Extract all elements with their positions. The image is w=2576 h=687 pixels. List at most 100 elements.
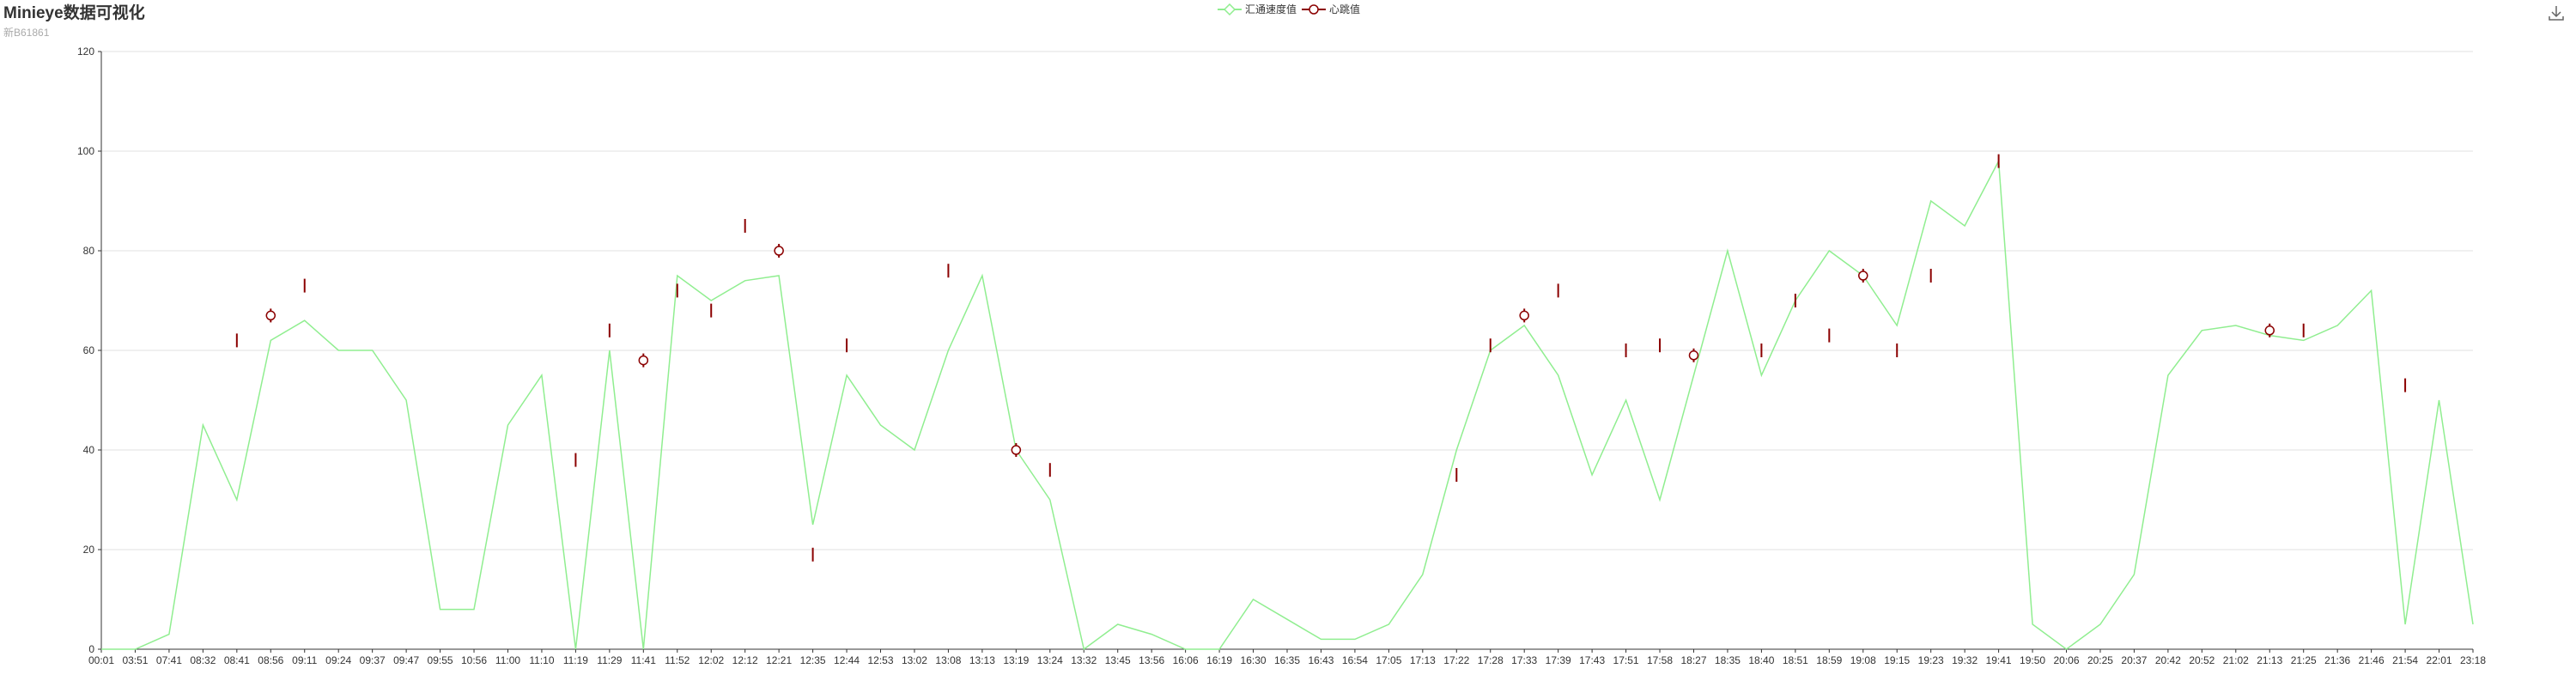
download-button[interactable] [2547, 3, 2566, 22]
x-tick-label: 21:46 [2359, 654, 2385, 666]
x-tick-label: 16:06 [1173, 654, 1199, 666]
legend-item-heartbeat[interactable]: 心跳值 [1302, 2, 1360, 16]
x-tick-label: 13:08 [935, 654, 961, 666]
heartbeat-point [2264, 325, 2275, 336]
x-tick-label: 17:43 [1579, 654, 1605, 666]
x-tick-label: 16:54 [1342, 654, 1368, 666]
x-tick-label: 13:56 [1139, 654, 1164, 666]
y-tick-label: 0 [88, 643, 94, 655]
x-tick-label: 20:52 [2189, 654, 2215, 666]
x-tick-label: 19:15 [1884, 654, 1910, 666]
series-line-speed [101, 158, 2474, 651]
x-tick-label: 17:39 [1546, 654, 1571, 666]
x-tick-label: 17:22 [1443, 654, 1469, 666]
x-tick-label: 18:59 [1816, 654, 1842, 666]
chart-title: Minieye数据可视化 [3, 4, 145, 22]
x-tick-label: 19:08 [1850, 654, 1876, 666]
heartbeat-point [1011, 445, 1022, 455]
x-tick-label: 19:41 [1986, 654, 2012, 666]
x-tick-label: 23:18 [2460, 654, 2486, 666]
x-tick-label: 20:42 [2155, 654, 2181, 666]
x-tick-label: 21:02 [2223, 654, 2249, 666]
x-tick-label: 12:44 [834, 654, 860, 666]
y-tick-label: 120 [77, 46, 94, 58]
x-tick-label: 13:19 [1003, 654, 1029, 666]
x-tick-label: 12:21 [766, 654, 792, 666]
x-tick-label: 13:13 [969, 654, 995, 666]
y-tick-label: 60 [83, 344, 95, 356]
x-tick-label: 11:29 [597, 654, 622, 666]
x-tick-label: 16:43 [1308, 654, 1334, 666]
x-tick-label: 12:53 [867, 654, 893, 666]
x-tick-label: 11:00 [495, 654, 520, 666]
y-tick-label: 40 [83, 444, 95, 456]
x-tick-label: 18:27 [1680, 654, 1706, 666]
x-tick-label: 17:58 [1647, 654, 1673, 666]
legend-label-speed: 汇通速度值 [1245, 3, 1297, 15]
x-tick-label: 13:32 [1071, 654, 1097, 666]
x-tick-label: 11:19 [563, 654, 588, 666]
x-tick-label: 21:13 [2257, 654, 2282, 666]
heartbeat-point [638, 355, 649, 366]
heartbeat-point [1858, 271, 1868, 281]
download-icon [2549, 6, 2564, 21]
legend-label-heartbeat: 心跳值 [1329, 3, 1361, 15]
x-tick-label: 08:56 [258, 654, 283, 666]
x-tick-label: 09:47 [393, 654, 419, 666]
x-tick-label: 20:06 [2053, 654, 2079, 666]
diamond-icon [1218, 3, 1242, 15]
x-tick-label: 09:37 [360, 654, 386, 666]
chart-subtitle: 新B61861 [3, 27, 50, 39]
x-tick-label: 17:13 [1410, 654, 1436, 666]
legend-item-speed[interactable]: 汇通速度值 [1218, 2, 1297, 16]
axes: 0 20 40 60 80 100 120 00:01 03:51 07:41 08:32 08:41… [77, 46, 2486, 666]
x-tick-label: 12:35 [800, 654, 826, 666]
x-tick-label: 00:01 [88, 654, 114, 666]
x-tick-label: 07:41 [156, 654, 182, 666]
x-tick-label: 12:02 [698, 654, 724, 666]
x-tick-label: 20:37 [2121, 654, 2147, 666]
x-tick-label: 18:40 [1748, 654, 1774, 666]
x-tick-label: 17:05 [1376, 654, 1401, 666]
heartbeat-point [774, 246, 784, 256]
heartbeat-point [1688, 350, 1699, 361]
x-tick-label: 19:23 [1918, 654, 1944, 666]
x-tick-label: 09:11 [292, 654, 317, 666]
y-tick-label: 80 [83, 245, 95, 257]
grid [101, 51, 2473, 550]
x-tick-label: 18:51 [1783, 654, 1808, 666]
x-tick-label: 17:33 [1511, 654, 1537, 666]
x-tick-label: 13:24 [1037, 654, 1063, 666]
x-tick-label: 16:30 [1241, 654, 1267, 666]
x-tick-label: 21:36 [2324, 654, 2350, 666]
x-tick-label: 11:10 [529, 654, 554, 666]
x-tick-label: 21:54 [2392, 654, 2418, 666]
x-tick-label: 13:02 [902, 654, 927, 666]
series [101, 154, 2474, 651]
x-tick-label: 12:12 [732, 654, 758, 666]
x-tick-label: 13:45 [1105, 654, 1131, 666]
x-tick-label: 17:28 [1478, 654, 1504, 666]
x-tick-label: 08:41 [224, 654, 250, 666]
x-tick-label: 19:50 [2020, 654, 2045, 666]
x-tick-label: 09:55 [428, 654, 453, 666]
legend: 汇通速度值 心跳值 [0, 0, 2576, 19]
x-tick-label: 20:25 [2087, 654, 2113, 666]
x-tick-label: 16:19 [1206, 654, 1232, 666]
x-tick-label: 18:35 [1715, 654, 1741, 666]
x-tick-label: 21:25 [2291, 654, 2317, 666]
x-tick-label: 16:35 [1274, 654, 1300, 666]
x-tick-label: 11:52 [665, 654, 690, 666]
y-tick-label: 20 [83, 544, 95, 556]
y-tick-label: 100 [77, 145, 94, 157]
circle-icon [1302, 3, 1326, 15]
heartbeat-point [265, 310, 276, 321]
x-tick-label: 09:24 [325, 654, 351, 666]
x-tick-label: 10:56 [461, 654, 487, 666]
x-tick-label: 19:32 [1952, 654, 1978, 666]
x-tick-label: 17:51 [1613, 654, 1639, 666]
x-tick-label: 03:51 [122, 654, 148, 666]
heartbeat-point [1519, 310, 1529, 321]
x-tick-label: 08:32 [190, 654, 216, 666]
